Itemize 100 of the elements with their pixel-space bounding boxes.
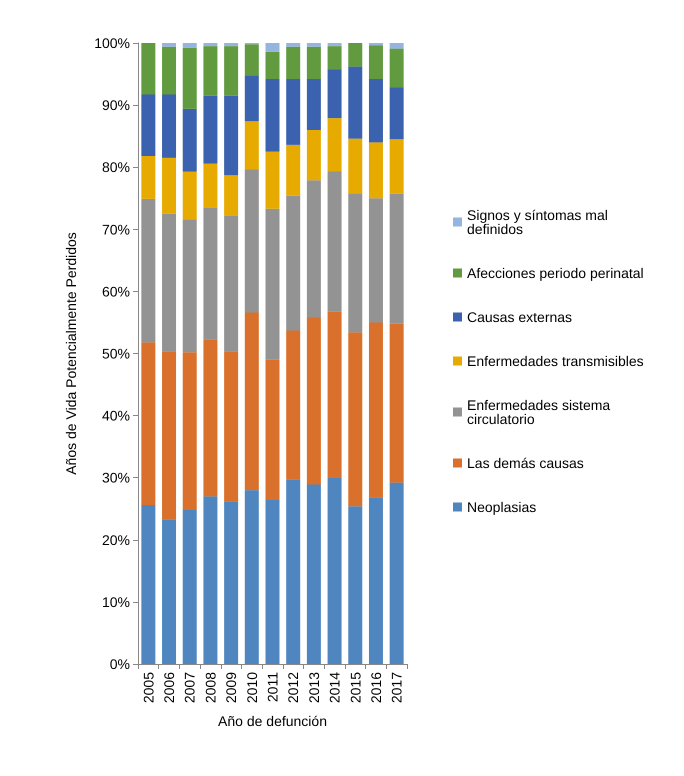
bar	[348, 193, 362, 332]
y-tick-label: 100%	[94, 35, 130, 51]
bar	[306, 46, 321, 80]
bar	[141, 505, 156, 664]
bar	[306, 180, 321, 318]
x-tick-label: 2017	[388, 672, 405, 704]
bar	[182, 43, 197, 48]
bar	[390, 43, 404, 49]
bar	[286, 480, 300, 664]
bar	[368, 45, 383, 80]
x-tick-label: 2005	[140, 672, 156, 704]
bar	[203, 96, 218, 164]
bar	[141, 198, 156, 342]
y-tick-label: 20%	[102, 532, 130, 548]
bar	[224, 43, 238, 46]
bar	[162, 519, 176, 664]
bar	[266, 79, 280, 152]
bar	[162, 46, 176, 95]
bar	[328, 172, 342, 312]
bar	[182, 510, 197, 664]
legend-label: Afecciones periodo perinatal	[467, 265, 644, 281]
y-tick-label: 40%	[102, 408, 130, 424]
bar	[286, 46, 300, 80]
y-tick-label: 10%	[102, 594, 130, 610]
bar	[306, 43, 321, 47]
bar	[286, 43, 300, 47]
x-tick-label: 2014	[326, 672, 343, 704]
x-tick-label: 2011	[264, 672, 280, 702]
bar	[266, 52, 280, 80]
y-tick-label: 30%	[102, 470, 130, 486]
bar	[266, 360, 280, 500]
x-axis-title: Año de defunción	[218, 713, 327, 729]
bar	[141, 342, 156, 506]
y-tick-label: 80%	[102, 159, 130, 176]
bar	[162, 214, 176, 352]
bar	[368, 142, 383, 198]
bar	[286, 196, 300, 331]
bar	[368, 322, 383, 498]
bar	[390, 139, 404, 194]
bar	[182, 219, 197, 352]
bar	[244, 121, 259, 170]
x-tick-label: 2007	[182, 672, 198, 704]
x-tick-label: 2010	[244, 672, 260, 704]
bar	[390, 48, 404, 88]
bar	[182, 48, 197, 109]
bar	[266, 43, 280, 52]
bar	[286, 144, 300, 196]
bar	[328, 118, 342, 172]
bar	[348, 138, 362, 194]
bar	[306, 79, 321, 130]
bar	[368, 198, 383, 322]
bar	[162, 352, 176, 520]
bar	[182, 352, 197, 510]
bar	[286, 330, 300, 480]
bar	[390, 194, 404, 324]
x-tick-label: 2013	[306, 672, 322, 704]
y-tick-label: 90%	[102, 97, 130, 114]
bar	[224, 175, 238, 216]
bar	[182, 172, 197, 220]
bar	[328, 43, 342, 46]
bar	[328, 312, 342, 478]
bar	[328, 477, 342, 664]
bar	[162, 158, 176, 214]
bar	[203, 208, 218, 340]
x-tick-label: 2015	[347, 672, 364, 704]
bar	[244, 75, 259, 122]
bar	[368, 79, 383, 142]
bar	[141, 94, 156, 156]
bar	[244, 312, 259, 490]
legend-label: Enfermedades transmisibles	[467, 353, 644, 369]
bar	[328, 46, 342, 70]
bar	[203, 163, 218, 208]
bar	[306, 317, 321, 485]
bar	[141, 43, 156, 95]
bar	[266, 500, 280, 664]
bar	[203, 496, 218, 664]
bar	[348, 43, 362, 67]
bar	[224, 501, 238, 664]
legend-label: Neoplasias	[467, 499, 536, 515]
bar	[244, 490, 259, 664]
bar	[286, 79, 300, 145]
bar	[244, 169, 259, 313]
bar	[348, 66, 362, 139]
bar	[203, 339, 218, 496]
x-tick-label: 2009	[223, 672, 240, 704]
y-tick-label: 60%	[102, 283, 130, 300]
bar	[328, 69, 342, 118]
bar	[390, 324, 404, 483]
legend-label: Las demás causas	[467, 455, 584, 471]
bar	[182, 108, 197, 172]
bar	[306, 130, 321, 180]
bar	[390, 482, 404, 664]
bar	[306, 484, 321, 664]
bar	[348, 506, 362, 664]
bar	[224, 352, 238, 502]
bar	[348, 332, 362, 506]
bar	[224, 216, 238, 352]
bar	[244, 44, 259, 76]
x-tick-label: 2016	[368, 672, 384, 704]
y-tick-label: 0%	[110, 656, 130, 672]
